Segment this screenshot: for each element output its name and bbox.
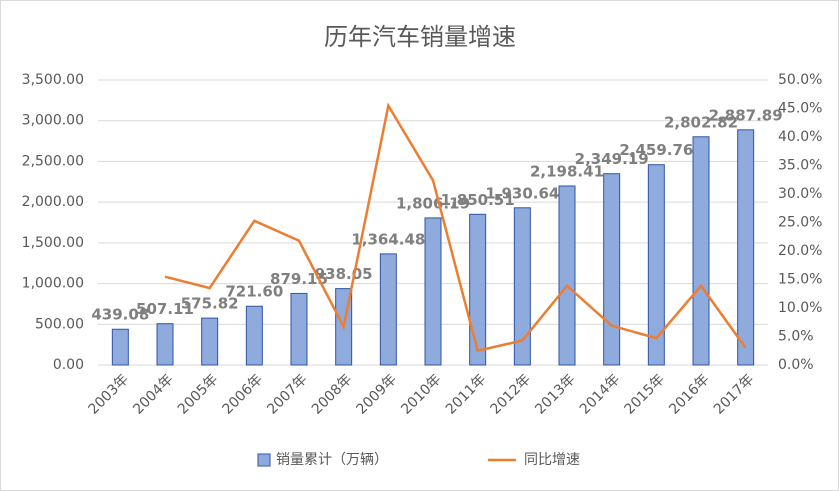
y2-tick-label: 35.0% <box>778 158 822 174</box>
bar <box>692 136 710 366</box>
y-tick-label: 2,500.00 <box>22 153 84 169</box>
y2-tick-label: 0.0% <box>778 357 814 373</box>
bar <box>513 207 531 366</box>
y-tick-label: 3,500.00 <box>22 72 84 88</box>
y2-tick-label: 50.0% <box>778 72 822 88</box>
y2-tick-label: 5.0% <box>778 329 814 345</box>
legend-label: 销量累计（万辆） <box>276 452 388 468</box>
y2-tick-label: 30.0% <box>778 186 822 202</box>
value-label: 2,802.82 <box>664 113 738 131</box>
y2-tick-label: 40.0% <box>778 129 822 145</box>
value-label: 2,349.19 <box>575 150 649 168</box>
y-tick-label: 0.00 <box>53 357 84 373</box>
bar <box>156 323 174 366</box>
y2-tick-label: 10.0% <box>778 300 822 316</box>
value-label: 575.82 <box>181 295 239 313</box>
bar <box>469 213 487 366</box>
y-tick-label: 1,500.00 <box>22 235 84 251</box>
value-label: 2,887.89 <box>709 106 783 124</box>
y-tick-label: 500.00 <box>35 316 84 332</box>
y2-tick-label: 15.0% <box>778 272 822 288</box>
bar <box>737 129 755 366</box>
value-label: 1,850.51 <box>441 191 515 209</box>
line <box>164 102 747 353</box>
value-label: 1,930.64 <box>485 184 559 202</box>
value-label: 507.11 <box>136 300 194 318</box>
legend-swatch <box>257 453 271 467</box>
legend-label: 同比增速 <box>524 452 580 468</box>
y-tick-label: 1,000.00 <box>22 276 84 292</box>
bar <box>558 185 576 366</box>
value-label: 879.15 <box>270 270 328 288</box>
y-tick-label: 3,000.00 <box>22 113 84 129</box>
value-label: 1,806.19 <box>396 194 470 212</box>
bar <box>379 253 397 366</box>
value-label: 439.08 <box>91 306 149 324</box>
bar <box>245 305 263 366</box>
value-label: 2,198.41 <box>530 162 604 180</box>
bar <box>201 317 219 366</box>
bar <box>603 173 621 366</box>
y2-tick-label: 20.0% <box>778 243 822 259</box>
bar <box>290 292 308 366</box>
chart-title: 历年汽车销量增速 <box>324 23 516 51</box>
bar <box>111 328 129 366</box>
value-label: 2,459.76 <box>619 141 693 159</box>
value-label: 1,364.48 <box>351 230 425 248</box>
value-label: 721.60 <box>225 283 283 301</box>
y-tick-label: 2,000.00 <box>22 194 84 210</box>
y2-tick-label: 25.0% <box>778 215 822 231</box>
bar <box>424 217 442 366</box>
y2-tick-label: 45.0% <box>778 101 822 117</box>
value-label: 938.05 <box>315 265 373 283</box>
bar <box>647 164 665 366</box>
